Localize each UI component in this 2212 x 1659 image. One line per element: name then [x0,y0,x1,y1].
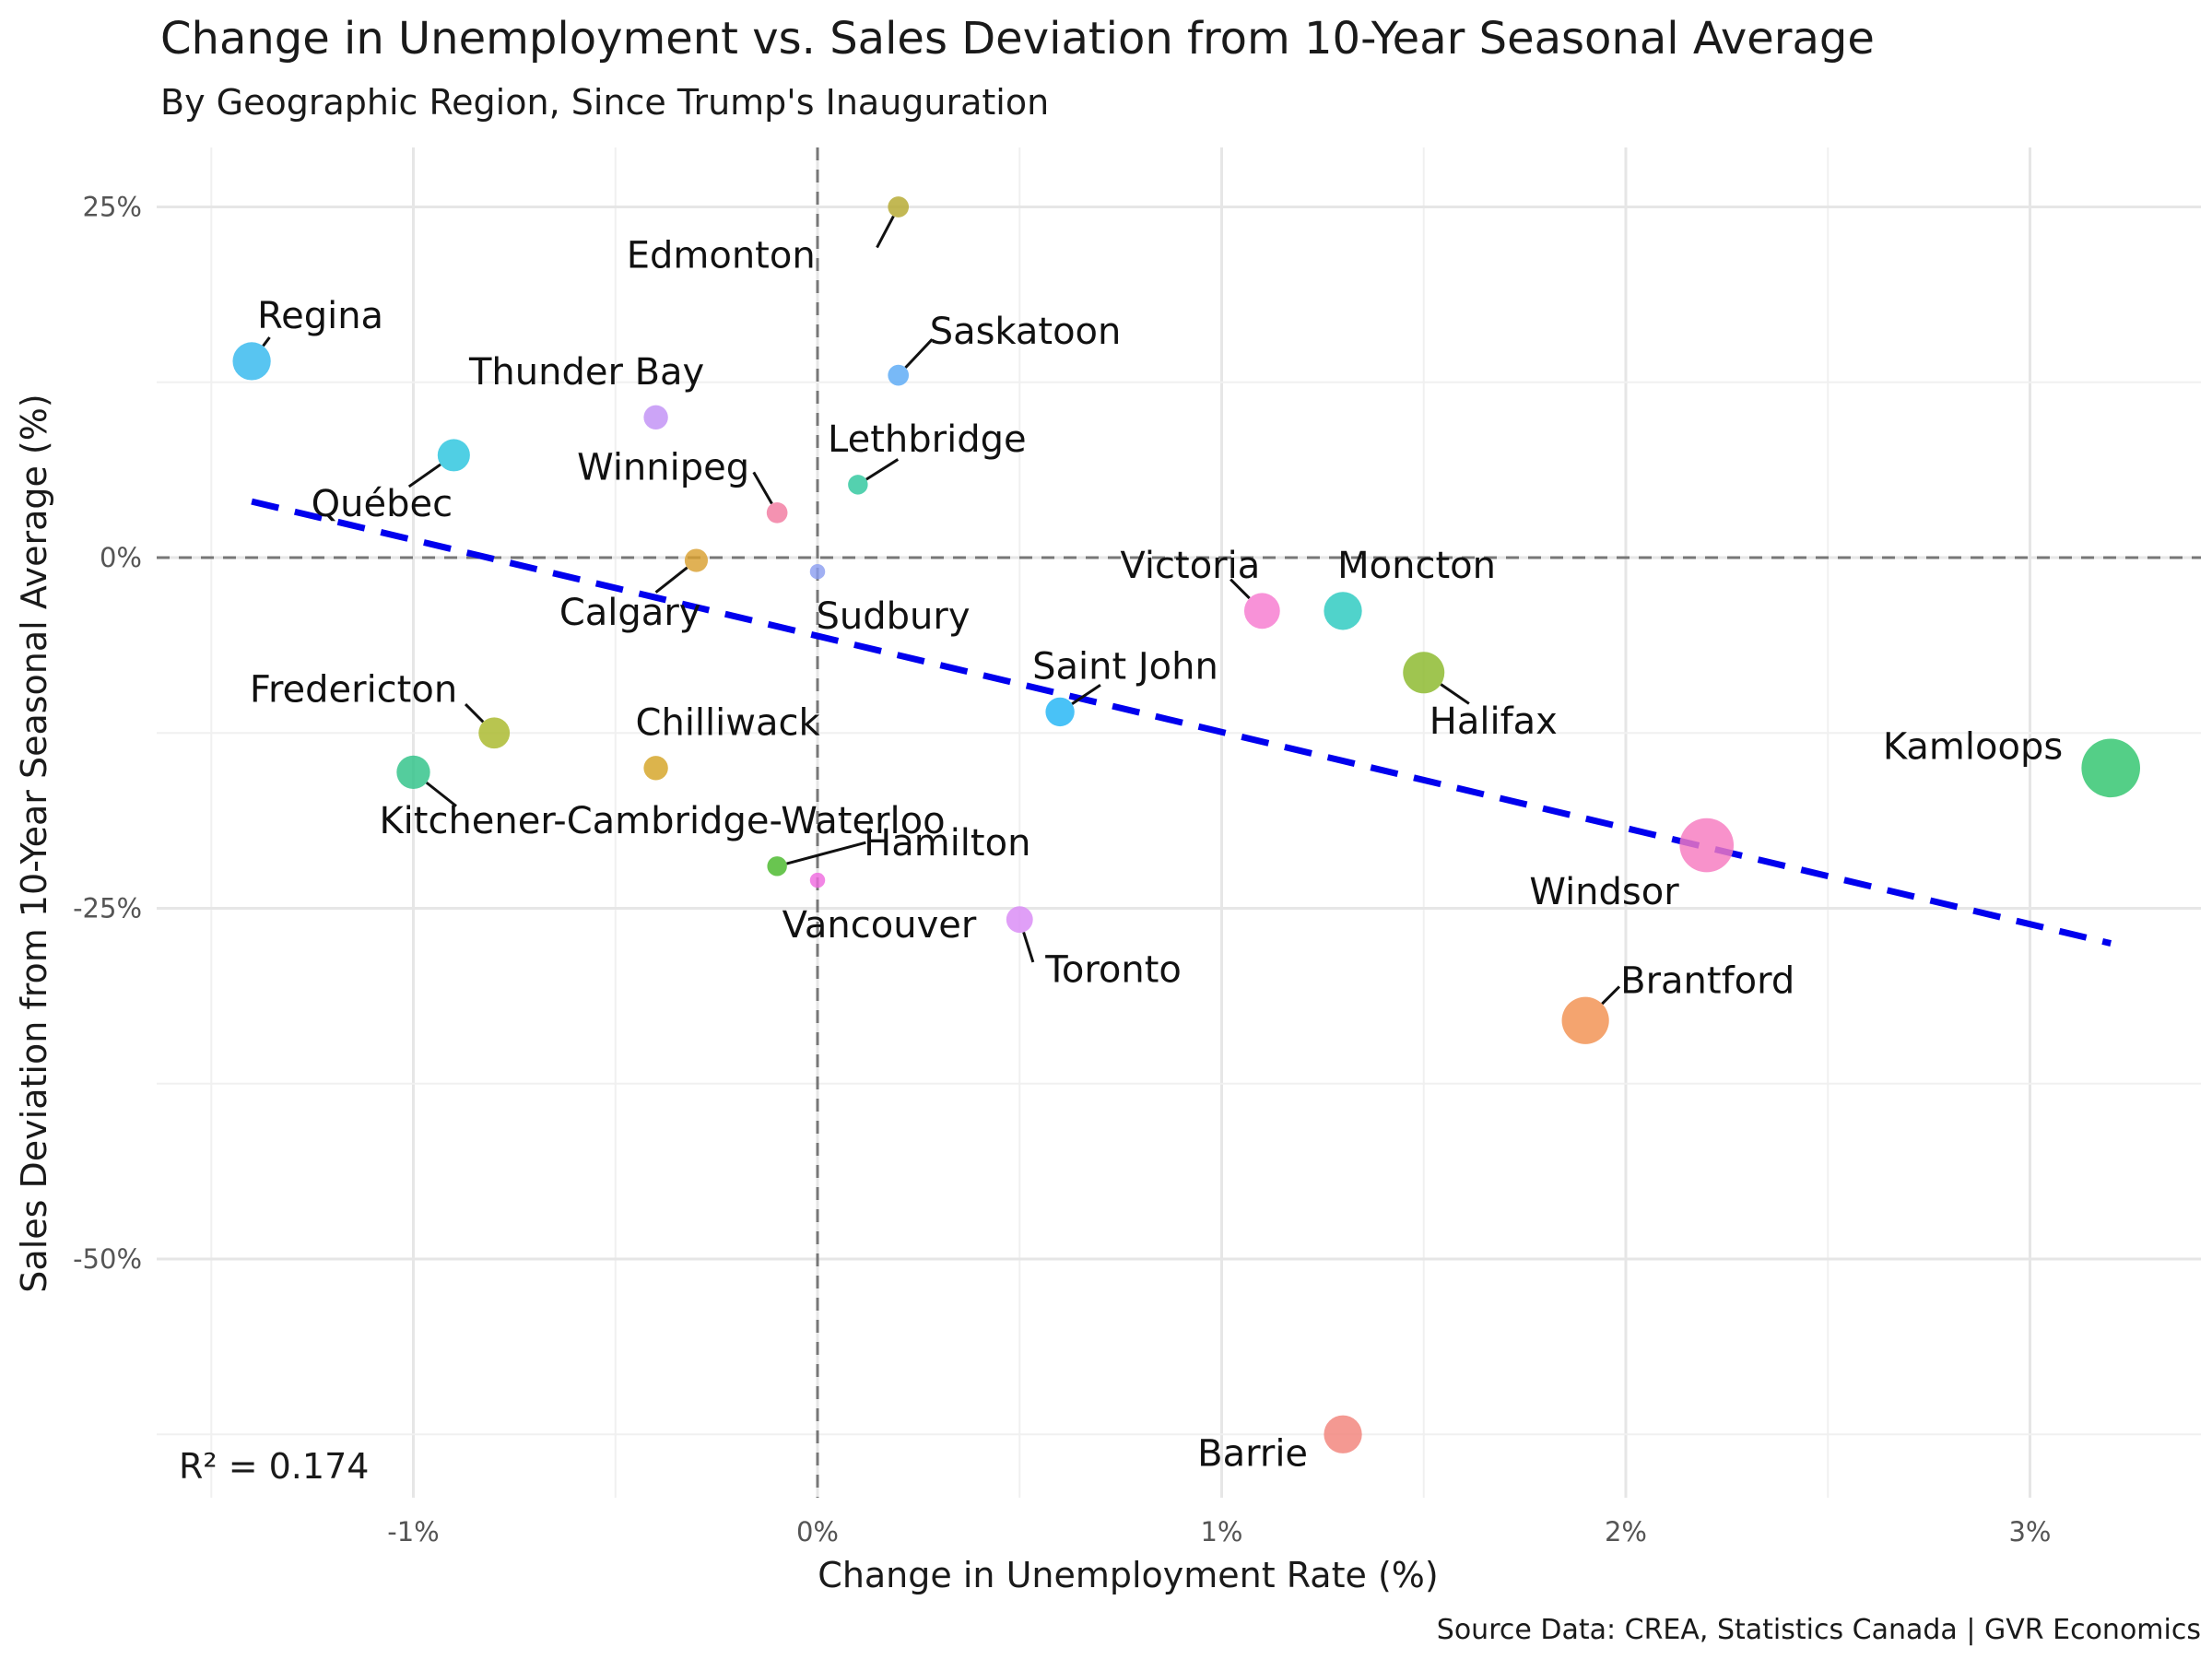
y-axis-ticks: 25% 0% -25% -50% [73,192,142,1276]
leader-saskatoon [904,338,934,369]
x-tick-label: 3% [2008,1516,2051,1547]
x-tick-label: 0% [796,1516,839,1547]
leader-edmonton [876,215,895,249]
x-axis-title: Change in Unemployment Rate (%) [818,1555,1438,1595]
grid [157,147,2201,1498]
point-kitchener-cambridge-waterloo [396,755,430,790]
leader-saint-john [1071,683,1101,705]
trend-line [251,498,2112,947]
label-barrie: Barrie [1197,1432,1308,1475]
label-saskatoon: Saskatoon [930,311,1122,353]
label-chilliwack: Chilliwack [636,701,821,744]
leader-calgary [654,566,688,594]
source-caption: Source Data: CREA, Statistics Canada | G… [1437,1614,2201,1646]
label-kitchener-cambridge-waterloo: Kitchener-Cambridge-Waterloo [379,800,945,842]
point-edmonton [888,196,910,218]
label-brantford: Brantford [1620,959,1794,1002]
point-halifax [1403,652,1445,694]
x-tick-label: 1% [1200,1516,1242,1547]
point-thunder-bay [643,405,668,429]
label-regina: Regina [257,295,383,337]
point-sudbury [809,563,826,580]
leader-regina [262,336,271,347]
point-victoria [1243,593,1280,629]
x-tick-label: -1% [387,1516,439,1547]
label-vancouver: Vancouver [782,904,977,947]
point-windsor [1679,818,1735,873]
point-chilliwack [643,756,668,781]
leader-toronto [1022,931,1035,963]
point-saskatoon [888,364,910,386]
label-fredericton: Fredericton [250,668,457,711]
leader-qu-bec [407,463,441,488]
point-calgary [684,548,709,572]
label-qu-bec: Québec [312,483,453,525]
leader-brantford [1601,985,1621,1006]
label-edmonton: Edmonton [627,235,816,277]
y-tick-label: -25% [73,893,142,924]
label-halifax: Halifax [1430,700,1558,743]
chart-subtitle: By Geographic Region, Since Trump's Inau… [160,82,1049,123]
point-barrie [1324,1415,1362,1453]
leader-halifax [1440,683,1470,705]
point-fredericton [478,717,511,749]
point-lethbridge [848,475,868,495]
x-tick-label: 2% [1605,1516,1647,1547]
point-qu-bec [437,439,470,472]
data-points [232,196,2140,1453]
point-hamilton [767,856,787,877]
point-toronto [1006,906,1033,934]
point-moncton [1324,592,1362,630]
y-axis-title: Sales Deviation from 10-Year Seasonal Av… [14,394,54,1292]
leader-hamilton [786,841,866,865]
label-toronto: Toronto [1044,949,1182,992]
y-tick-label: 25% [83,192,142,223]
label-windsor: Windsor [1529,871,1679,913]
leader-winnipeg [752,471,773,505]
label-leaders [262,215,1621,1006]
point-labels: Edmonton Regina Saskatoon Thunder Bay Québec… [250,235,2063,1476]
label-moncton: Moncton [1337,545,1496,587]
point-winnipeg [766,501,788,524]
label-calgary: Calgary [559,592,701,634]
label-hamilton: Hamilton [864,822,1030,865]
point-saint-john [1045,697,1075,727]
trend-line-group [251,498,2112,947]
point-vancouver [809,872,826,888]
point-kamloops [2081,738,2140,798]
point-regina [232,342,271,381]
label-sudbury: Sudbury [817,595,971,638]
reference-lines [157,147,2201,1498]
y-tick-label: -50% [73,1243,142,1275]
label-kamloops: Kamloops [1883,725,2063,768]
label-victoria: Victoria [1120,545,1260,587]
label-thunder-bay: Thunder Bay [468,351,704,394]
leader-kitchener-cambridge-waterloo [425,781,457,807]
label-lethbridge: Lethbridge [828,418,1027,461]
y-tick-label: 0% [100,542,142,573]
label-winnipeg: Winnipeg [577,446,749,488]
label-saint-john: Saint John [1032,645,1218,688]
leader-fredericton [464,703,485,724]
point-brantford [1561,996,1609,1044]
chart-title: Change in Unemployment vs. Sales Deviati… [160,13,1875,65]
leader-lethbridge [865,458,900,481]
x-axis-ticks: -1% 0% 1% 2% 3% [387,1516,2051,1547]
r-squared-annotation: R² = 0.174 [179,1446,369,1487]
leader-victoria [1230,578,1251,600]
